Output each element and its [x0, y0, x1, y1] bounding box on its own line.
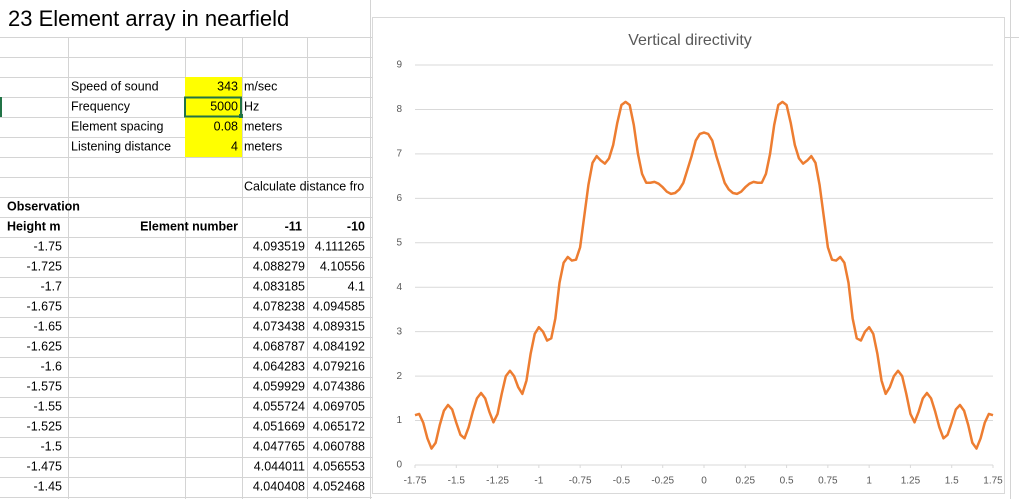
cell: -1.7: [40, 279, 62, 293]
cell: -1.55: [34, 399, 63, 413]
param-value: 343: [217, 79, 238, 93]
x-tick-label: 1.75: [983, 476, 1003, 487]
cell: 4.056553: [313, 459, 365, 473]
cell: -1.675: [27, 299, 62, 313]
y-tick-label: 7: [396, 149, 402, 160]
y-tick-label: 5: [396, 237, 402, 248]
x-tick-label: -1.75: [404, 476, 427, 487]
param-label: Speed of sound: [71, 79, 159, 93]
x-tick-label: 0.75: [818, 476, 838, 487]
x-tick-label: 1.5: [945, 476, 959, 487]
chart-area: [372, 17, 1005, 494]
selected-cell[interactable]: [184, 96, 242, 118]
cell: -1.525: [27, 419, 62, 433]
x-tick-label: -1.25: [486, 476, 509, 487]
cell: 4.093519: [253, 239, 305, 253]
cell: 4.094585: [313, 299, 365, 313]
x-tick-label: -1: [534, 476, 543, 487]
series-line: [414, 100, 994, 450]
cell: 4.073438: [253, 319, 305, 333]
cell: -1.75: [34, 239, 63, 253]
x-tick-label: -0.5: [613, 476, 631, 487]
cell: -1.575: [27, 379, 62, 393]
cell: 4.047765: [253, 439, 305, 453]
x-tick-label: -1.5: [448, 476, 466, 487]
x-tick-label: -0.75: [569, 476, 592, 487]
x-tick-label: 0: [701, 476, 707, 487]
y-tick-label: 2: [396, 371, 402, 382]
param-label: Listening distance: [71, 139, 171, 153]
cell: 4.111265: [315, 239, 365, 253]
cell: -1.475: [27, 459, 62, 473]
y-tick-label: 0: [396, 460, 402, 471]
row-marker: [0, 97, 2, 117]
y-tick-label: 8: [396, 104, 402, 115]
cell: -1.625: [27, 339, 62, 353]
cell: -1.725: [27, 259, 62, 273]
param-unit: meters: [244, 139, 282, 153]
cell: 4.083185: [253, 279, 305, 293]
cell: 4.074386: [313, 379, 365, 393]
y-tick-label: 4: [396, 282, 402, 293]
cell: 4.064283: [253, 359, 305, 373]
cell: 4.052468: [313, 479, 365, 493]
chart-title: Vertical directivity: [628, 32, 752, 49]
cell: 4.059929: [253, 379, 305, 393]
cell: -1.6: [40, 359, 62, 373]
sheet-title: 23 Element array in nearfield: [8, 6, 289, 31]
cell: -1.45: [34, 479, 63, 493]
row-lines: [0, 57, 372, 498]
param-unit: m/sec: [244, 79, 277, 93]
cell: 4.068787: [253, 339, 305, 353]
column-header: -11: [285, 219, 302, 233]
cell: 4.079216: [313, 359, 365, 373]
y-tick-label: 3: [396, 326, 402, 337]
param-label: Element spacing: [71, 119, 163, 133]
fill-handle[interactable]: [239, 114, 243, 118]
section-label: Observation: [7, 199, 80, 213]
y-tick-label: 6: [396, 193, 402, 204]
cell: 4.088279: [253, 259, 305, 273]
param-value: 5000: [210, 99, 238, 113]
cell: 4.10556: [320, 259, 365, 273]
cell: 4.055724: [253, 399, 305, 413]
y-tick-label: 9: [396, 60, 402, 71]
cell: 4.089315: [313, 319, 365, 333]
column-header: Element number: [140, 219, 238, 233]
param-unit: Hz: [244, 99, 259, 113]
cell: -1.65: [34, 319, 63, 333]
x-tick-label: 1.25: [901, 476, 921, 487]
cell: -1.5: [40, 439, 62, 453]
column-header: -10: [347, 219, 365, 233]
cell: 4.084192: [313, 339, 365, 353]
column-header: Height m: [7, 219, 60, 233]
y-tick-label: 1: [396, 415, 402, 426]
x-tick-label: 1: [866, 476, 872, 487]
param-label: Frequency: [71, 99, 131, 113]
cell: 4.060788: [313, 439, 365, 453]
param-value: 4: [231, 139, 238, 153]
cell: 4.051669: [253, 419, 305, 433]
note: Calculate distance fro: [244, 179, 364, 193]
cell: 4.069705: [313, 399, 365, 413]
cell: 4.044011: [254, 459, 305, 473]
param-unit: meters: [244, 119, 282, 133]
cell: 4.040408: [253, 479, 305, 493]
cell: 4.078238: [253, 299, 305, 313]
x-tick-label: 0.25: [736, 476, 756, 487]
param-value: 0.08: [214, 119, 238, 133]
chart: Vertical directivity 0 1 2 3 4 5 6 7 8 9 -1.75 -1.5…: [372, 17, 1005, 494]
x-tick-label: -0.25: [651, 476, 674, 487]
cell: 4.1: [348, 279, 365, 293]
cell: 4.065172: [313, 419, 365, 433]
x-tick-label: 0.5: [780, 476, 794, 487]
